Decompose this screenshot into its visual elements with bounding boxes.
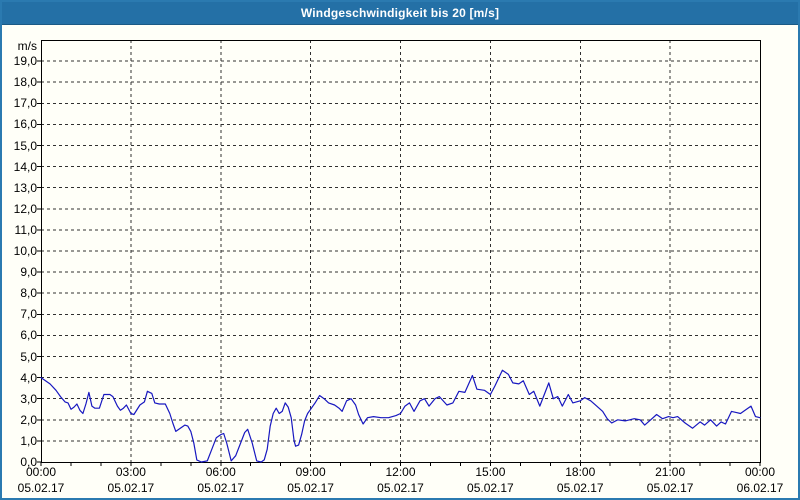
y-tick-label: 15,0	[13, 138, 37, 153]
wind-speed-line	[40, 369, 761, 463]
y-tick-label: 5,0	[20, 349, 37, 364]
y-tick-label: 0,0	[20, 455, 37, 469]
chart-area: m/s 0,0 1,0 2,0 3,0 4,0 5,0 6,0 7,0 8,0 9,0 10,0 11…	[2, 25, 798, 498]
y-tick-label: 7,0	[20, 307, 37, 322]
x-tick-date-label: 05.02.17	[17, 481, 65, 495]
x-tick-time-label: 15:00	[475, 465, 506, 479]
y-tick-label: 12,0	[13, 201, 37, 216]
x-tick-date-label: 05.02.17	[467, 481, 514, 495]
x-tick-time-label: 06:00	[205, 465, 236, 479]
y-tick-label: 18,0	[13, 75, 37, 90]
y-tick-label: 4,0	[20, 370, 37, 385]
x-tick-time-label: 09:00	[295, 465, 326, 479]
x-tick-date-label: 05.02.17	[377, 481, 424, 495]
x-tick-date-label: 05.02.17	[646, 481, 694, 495]
x-tick-date-label: 06.02.17	[736, 481, 784, 495]
y-tick-label: 3,0	[20, 391, 37, 406]
y-tick-label: 9,0	[20, 265, 37, 280]
x-tick-date-label: 05.02.17	[107, 481, 155, 495]
y-tick-label: 2,0	[20, 412, 37, 427]
x-tick-date-label: 05.02.17	[197, 481, 245, 495]
y-tick-label: 11,0	[14, 222, 37, 237]
y-tick-label: 8,0	[20, 286, 37, 301]
x-tick-time-label: 18:00	[565, 465, 596, 479]
y-tick-label: 16,0	[13, 117, 37, 132]
y-tick-label: 13,0	[13, 180, 37, 195]
x-tick-time-label: 00:00	[25, 465, 57, 479]
chart-title-bar: Windgeschwindigkeit bis 20 [m/s]	[2, 2, 798, 25]
y-tick-label: 14,0	[13, 159, 37, 174]
x-tick-date-label: 05.02.17	[556, 481, 604, 495]
y-tick-label: 1,0	[20, 433, 37, 448]
y-tick-label: 10,0	[13, 244, 37, 258]
y-tick-label: 17,0	[13, 96, 37, 111]
chart-title: Windgeschwindigkeit bis 20 [m/s]	[300, 6, 500, 20]
wind-speed-plot	[37, 40, 761, 466]
x-tick-time-label: 00:00	[744, 465, 776, 479]
x-tick-time-label: 03:00	[115, 465, 146, 479]
plot-border	[41, 40, 761, 463]
x-tick-time-label: 21:00	[655, 465, 686, 479]
y-axis-unit-label: m/s	[17, 39, 37, 53]
x-tick-date-label: 05.02.17	[287, 481, 334, 495]
x-tick-time-label: 12:00	[385, 465, 416, 479]
y-tick-label: 6,0	[20, 328, 37, 343]
y-tick-label: 19,0	[13, 54, 37, 69]
